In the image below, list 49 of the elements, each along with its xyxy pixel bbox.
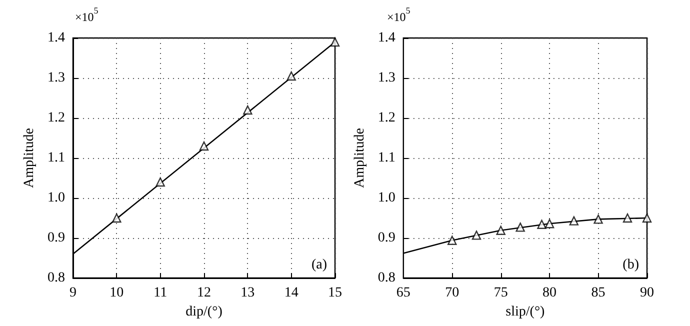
y-axis-title: Amplitude (22, 128, 38, 188)
y-tick-label: 1.1 (378, 150, 396, 166)
x-axis-title: slip/(°) (506, 304, 546, 320)
point (156, 177, 165, 187)
point (199, 141, 209, 151)
y-tick-label: 0.8 (48, 270, 65, 286)
x-tick-label: 11 (154, 286, 168, 300)
point (516, 222, 525, 232)
x-tick-label: 70 (445, 286, 460, 300)
point (286, 71, 296, 81)
y-tick-label: 1.0 (378, 190, 396, 206)
x-tick-label: 75 (494, 286, 508, 300)
x-tick-label: 12 (197, 286, 211, 300)
x-tick-label: 65 (396, 286, 410, 300)
x-tick-label: 85 (591, 286, 606, 300)
y-tick-label: 1.4 (378, 30, 396, 46)
point (537, 220, 546, 229)
point (569, 216, 579, 226)
x-tick-label: 13 (240, 286, 255, 300)
x-tick-label: 14 (284, 286, 298, 300)
point (243, 105, 252, 115)
point (472, 230, 482, 240)
x-tick-label: 10 (110, 286, 124, 300)
annotation: (b) (622, 258, 640, 272)
point (496, 226, 506, 235)
x-tick-label: 9 (70, 286, 76, 300)
y-tick-label: 1.4 (48, 30, 65, 46)
y-tick-label: 1.0 (48, 190, 65, 206)
point (330, 37, 340, 47)
y-tick-label: 0.9 (378, 230, 396, 246)
y-tick-label: 0.8 (378, 270, 396, 286)
y-tick-label: 0.9 (48, 230, 65, 246)
point (112, 213, 122, 223)
point (594, 214, 603, 224)
y-tick-label: 1.2 (48, 110, 65, 126)
annotation: (a) (311, 258, 328, 272)
point (544, 219, 554, 228)
x-tick-label: 80 (542, 286, 557, 300)
point (448, 236, 457, 245)
x-axis-title: dip/(°) (186, 304, 223, 320)
y-tick-label: 1.2 (378, 110, 396, 126)
x-tick-label: 90 (640, 286, 654, 300)
x-tick-label: 15 (328, 286, 342, 300)
point (622, 213, 632, 223)
point (642, 213, 652, 223)
y-axis-title: Amplitude (352, 128, 368, 188)
y-tick-label: 1.3 (378, 70, 396, 86)
y-tick-label: 1.1 (48, 150, 65, 166)
y-tick-label: 1.3 (48, 70, 65, 86)
